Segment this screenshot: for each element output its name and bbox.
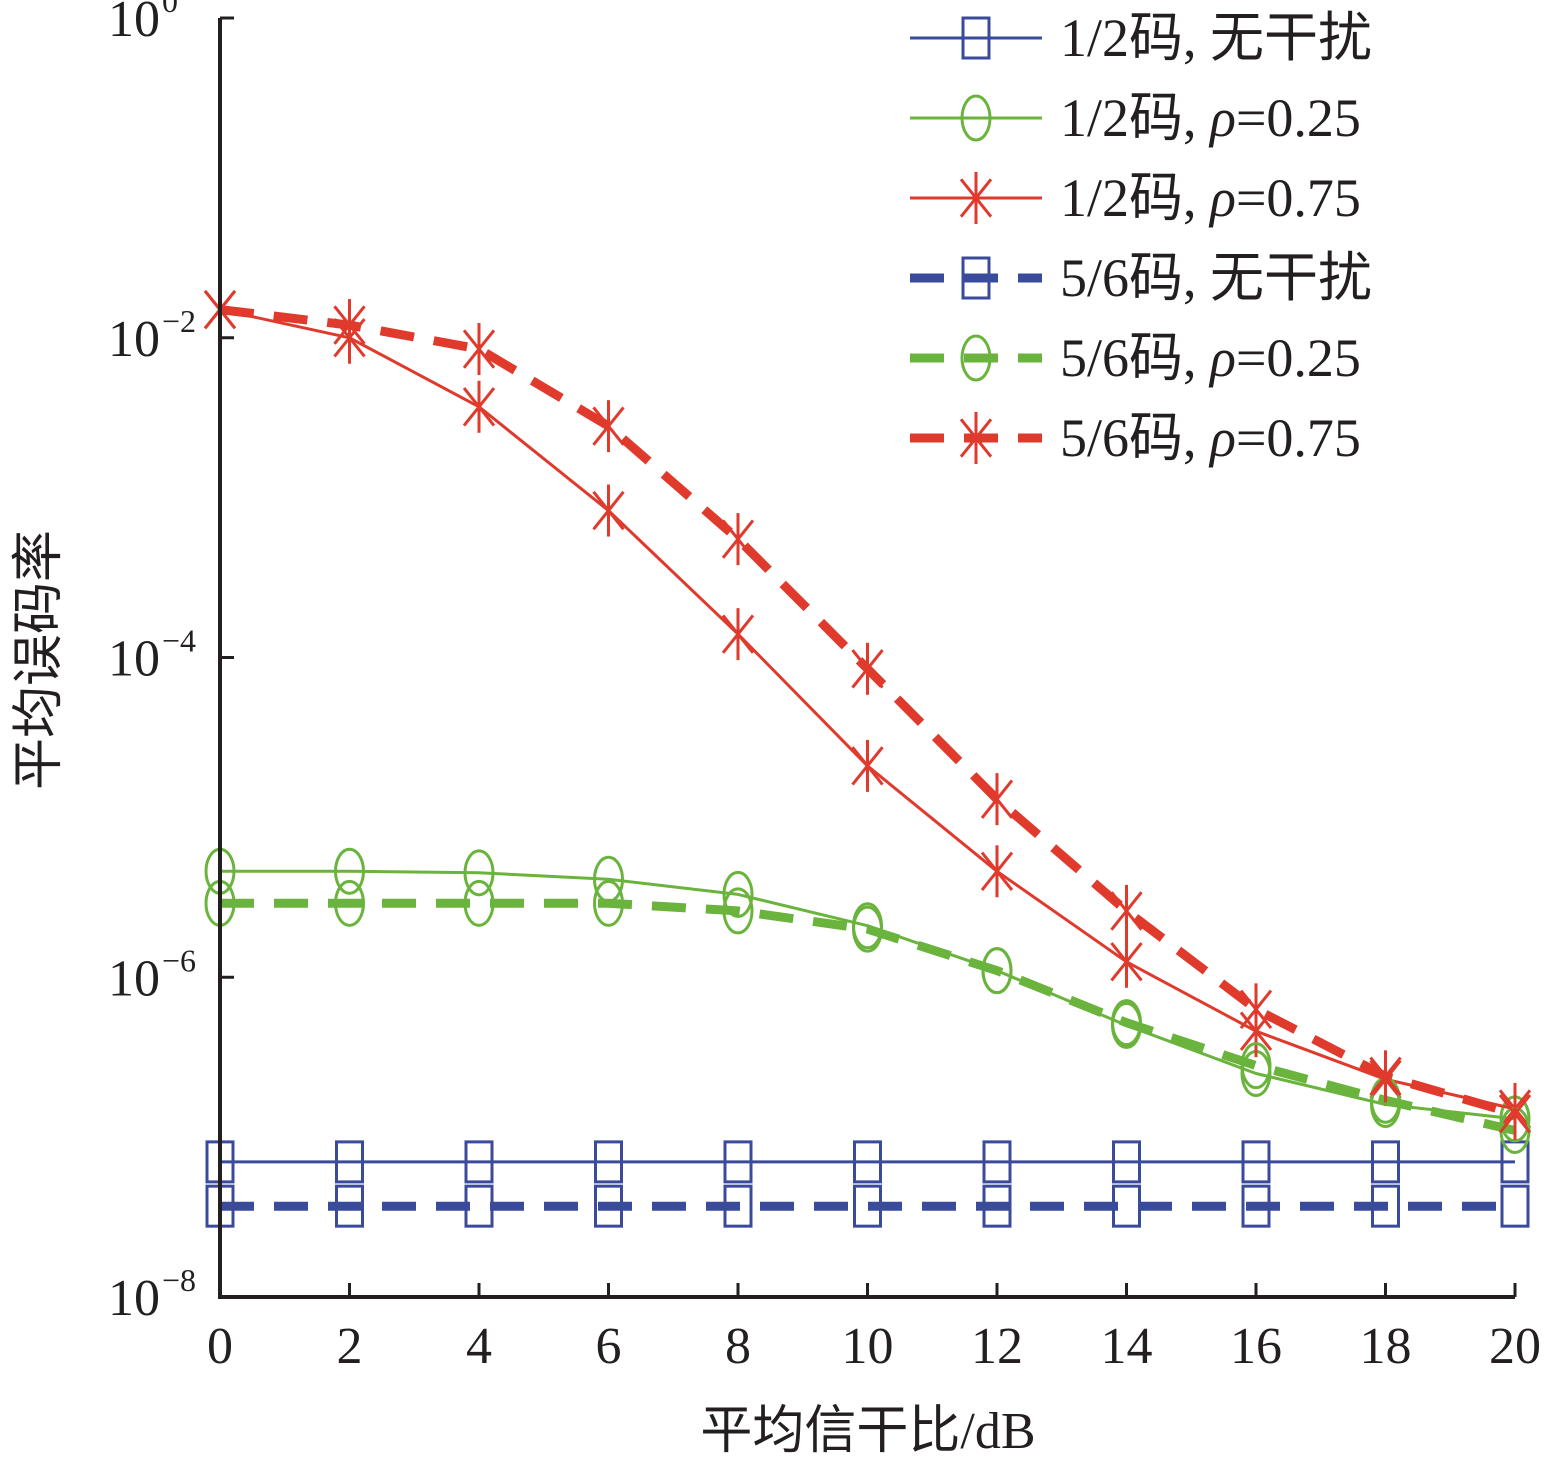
data-point-5-2 xyxy=(462,323,496,376)
data-point-4-8 xyxy=(1240,1042,1272,1090)
data-point-3-1 xyxy=(335,1184,364,1228)
series-layer xyxy=(203,283,1532,1228)
legend-label: 5/6码, 无干扰 xyxy=(1060,248,1372,308)
x-tick-label: 4 xyxy=(466,1318,492,1375)
legend: 1/2码, 无干扰 1/2码, ρ=0.25 1/2码, ρ=0.75 5/6码, 无… xyxy=(910,8,1372,468)
legend-label: 5/6码, ρ=0.75 xyxy=(1060,408,1361,468)
data-point-3-8 xyxy=(1241,1184,1271,1228)
x-axis-label: 平均信干比/dB xyxy=(700,1403,1035,1460)
y-tick-exponent: 0 xyxy=(162,0,178,19)
data-point-0-5 xyxy=(853,1140,882,1184)
x-tick-label: 2 xyxy=(337,1318,363,1375)
data-point-0-9 xyxy=(1371,1140,1400,1184)
legend-entry-5: 5/6码, ρ=0.75 xyxy=(910,408,1361,468)
data-point-2-2 xyxy=(462,380,496,433)
data-point-5-3 xyxy=(592,400,625,453)
data-point-2-3 xyxy=(592,484,625,537)
data-point-2-4 xyxy=(721,608,755,661)
data-point-5-10 xyxy=(1498,1087,1532,1140)
legend-label: 1/2码, ρ=0.25 xyxy=(1060,88,1361,148)
data-point-0-7 xyxy=(1112,1140,1141,1184)
data-point-4-6 xyxy=(981,947,1013,995)
y-tick-exponent: −8 xyxy=(162,1262,196,1298)
x-tick-label: 8 xyxy=(725,1318,751,1375)
series-5 xyxy=(203,283,1532,1140)
data-point-5-9 xyxy=(1369,1050,1402,1103)
data-point-5-6 xyxy=(980,773,1014,826)
y-tick-exponent: −4 xyxy=(162,623,196,659)
y-tick-label: 10 xyxy=(108,1270,160,1327)
data-point-0-6 xyxy=(982,1140,1012,1184)
legend-swatch-marker xyxy=(960,94,992,142)
x-ticks: 0 2 4 6 8 10 12 14 16 18 20 xyxy=(207,1283,1541,1375)
data-point-1-1 xyxy=(334,847,365,895)
data-point-5-7 xyxy=(1110,884,1143,937)
data-point-0-8 xyxy=(1241,1140,1271,1184)
y-tick-exponent: −6 xyxy=(162,942,196,978)
legend-entry-0: 1/2码, 无干扰 xyxy=(910,8,1372,68)
x-tick-label: 16 xyxy=(1230,1318,1282,1375)
data-point-4-7 xyxy=(1111,999,1142,1047)
data-point-3-4 xyxy=(723,1184,753,1228)
y-tick-label: 10 xyxy=(108,950,160,1007)
data-point-1-4 xyxy=(722,870,754,918)
series-3 xyxy=(205,1184,1530,1228)
data-point-0-1 xyxy=(335,1140,364,1184)
y-tick-label: 10 xyxy=(108,311,160,368)
data-point-2-7 xyxy=(1110,935,1143,988)
legend-label: 1/2码, 无干扰 xyxy=(1060,8,1372,68)
data-point-3-6 xyxy=(982,1184,1012,1228)
legend-entry-4: 5/6码, ρ=0.25 xyxy=(910,328,1361,388)
legend-label: 5/6码, ρ=0.25 xyxy=(1060,328,1361,388)
legend-swatch-marker xyxy=(960,334,992,382)
y-tick-label: 10 xyxy=(108,0,160,48)
data-point-3-2 xyxy=(464,1184,494,1228)
series-line-4 xyxy=(220,898,1517,1135)
legend-swatch-marker xyxy=(959,172,993,224)
data-point-5-4 xyxy=(721,513,755,566)
data-point-3-3 xyxy=(594,1184,623,1228)
data-point-3-7 xyxy=(1112,1184,1141,1228)
data-point-5-8 xyxy=(1239,983,1273,1036)
data-point-4-3 xyxy=(593,879,624,927)
legend-swatch-marker xyxy=(961,16,991,60)
data-point-5-1 xyxy=(333,299,366,352)
legend-swatch-marker xyxy=(961,256,991,300)
x-tick-label: 12 xyxy=(971,1318,1023,1375)
legend-entry-3: 5/6码, 无干扰 xyxy=(910,248,1372,308)
x-tick-label: 18 xyxy=(1360,1318,1412,1375)
series-0 xyxy=(205,1140,1530,1184)
data-point-0-2 xyxy=(464,1140,494,1184)
data-point-5-5 xyxy=(851,642,884,695)
x-tick-label: 6 xyxy=(596,1318,622,1375)
data-point-4-2 xyxy=(463,879,495,927)
y-axis-label: 平均误码率 xyxy=(11,530,68,790)
data-point-2-5 xyxy=(851,739,884,792)
series-4 xyxy=(204,879,1531,1155)
data-point-4-4 xyxy=(722,887,754,935)
legend-label: 1/2码, ρ=0.75 xyxy=(1060,168,1361,228)
data-point-4-5 xyxy=(852,905,883,953)
x-tick-label: 14 xyxy=(1101,1318,1153,1375)
data-point-3-5 xyxy=(853,1184,882,1228)
x-tick-label: 10 xyxy=(842,1318,894,1375)
legend-entry-1: 1/2码, ρ=0.25 xyxy=(910,88,1361,148)
data-point-1-2 xyxy=(463,849,495,897)
x-tick-label: 0 xyxy=(207,1318,233,1375)
data-point-3-9 xyxy=(1371,1184,1400,1228)
x-tick-label: 20 xyxy=(1489,1318,1541,1375)
data-point-0-4 xyxy=(723,1140,753,1184)
legend-entry-2: 1/2码, ρ=0.75 xyxy=(910,168,1361,228)
y-tick-exponent: −2 xyxy=(162,303,196,339)
data-point-3-10 xyxy=(1500,1184,1530,1228)
legend-swatch-marker xyxy=(959,412,993,464)
y-tick-label: 10 xyxy=(108,631,160,688)
series-1 xyxy=(204,847,1531,1143)
data-point-0-3 xyxy=(594,1140,623,1184)
data-point-4-1 xyxy=(334,879,365,927)
data-point-2-6 xyxy=(980,845,1014,898)
